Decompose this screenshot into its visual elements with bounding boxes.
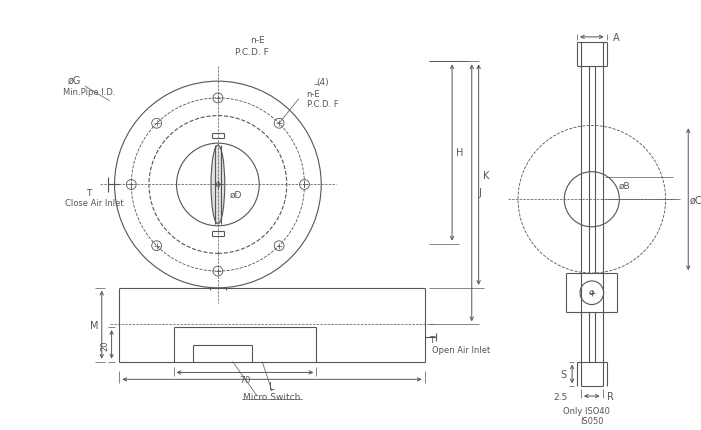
Text: Only ISO40: Only ISO40: [564, 406, 611, 415]
Text: Micro Switch: Micro Switch: [243, 392, 301, 401]
Text: øB: øB: [618, 181, 630, 190]
Text: T: T: [430, 336, 435, 345]
Text: IS050: IS050: [580, 416, 604, 425]
Text: øC: øC: [690, 195, 701, 205]
Text: Open Air Inlet: Open Air Inlet: [433, 345, 491, 354]
Text: A: A: [613, 33, 620, 43]
Text: 20: 20: [100, 339, 109, 350]
Text: øG: øG: [67, 75, 81, 85]
Text: P.C.D. F: P.C.D. F: [236, 48, 269, 57]
Text: 2.5: 2.5: [553, 392, 567, 401]
Text: øD: øD: [230, 190, 242, 200]
Text: Min.Pipe I.D.: Min.Pipe I.D.: [63, 87, 116, 96]
Text: K: K: [483, 170, 490, 180]
Text: M: M: [90, 320, 98, 330]
Text: R: R: [607, 391, 614, 401]
Text: 70: 70: [239, 375, 251, 384]
Text: S: S: [560, 369, 566, 380]
Text: L: L: [269, 381, 275, 391]
Text: Close Air Inlet: Close Air Inlet: [65, 198, 124, 207]
Text: n-E
P.C.D. F: n-E P.C.D. F: [306, 89, 339, 109]
Text: T: T: [86, 188, 92, 197]
Text: n-E: n-E: [250, 36, 264, 45]
Text: (4): (4): [316, 77, 329, 86]
Ellipse shape: [211, 146, 225, 224]
Text: H: H: [456, 147, 463, 158]
Text: J: J: [478, 188, 481, 198]
